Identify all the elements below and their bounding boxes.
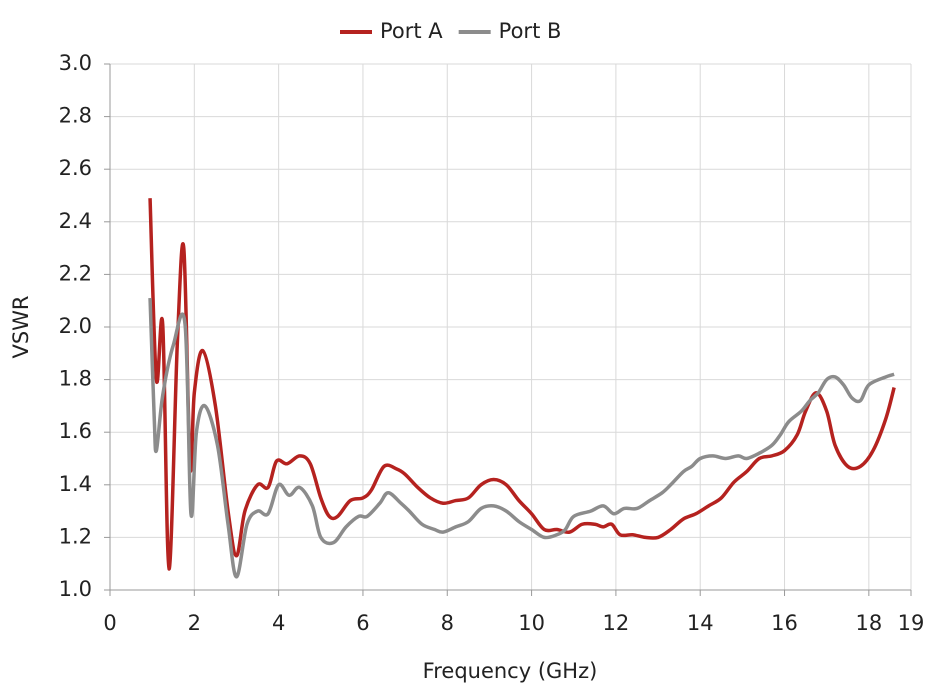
x-tick-label: 19 [898, 611, 925, 635]
x-axis-label: Frequency (GHz) [423, 659, 598, 683]
x-tick-label: 16 [771, 611, 798, 635]
x-tick-label: 4 [272, 611, 285, 635]
y-tick-label: 1.6 [59, 419, 92, 443]
x-tick-label: 18 [855, 611, 882, 635]
y-tick-label: 2.4 [59, 209, 92, 233]
y-axis-label: VSWR [9, 295, 33, 358]
legend-label: Port B [499, 19, 562, 43]
y-tick-label: 2.8 [59, 104, 92, 128]
y-tick-label: 1.4 [59, 472, 92, 496]
series-line [148, 198, 896, 571]
y-tick-label: 1.2 [59, 524, 92, 548]
y-tick-label: 2.6 [59, 156, 92, 180]
x-tick-label: 2 [188, 611, 201, 635]
x-tick-label: 14 [687, 611, 714, 635]
y-tick-label: 2.0 [59, 314, 92, 338]
x-tick-label: 6 [356, 611, 369, 635]
y-tick-label: 2.2 [59, 261, 92, 285]
y-tick-label: 1.8 [59, 367, 92, 391]
x-tick-label: 0 [103, 611, 116, 635]
x-tick-label: 12 [603, 611, 630, 635]
y-tick-label: 1.0 [59, 577, 92, 601]
y-tick-label: 3.0 [59, 51, 92, 75]
x-tick-label: 10 [518, 611, 545, 635]
legend-label: Port A [380, 19, 443, 43]
x-tick-label: 8 [441, 611, 454, 635]
series-line [148, 298, 895, 579]
